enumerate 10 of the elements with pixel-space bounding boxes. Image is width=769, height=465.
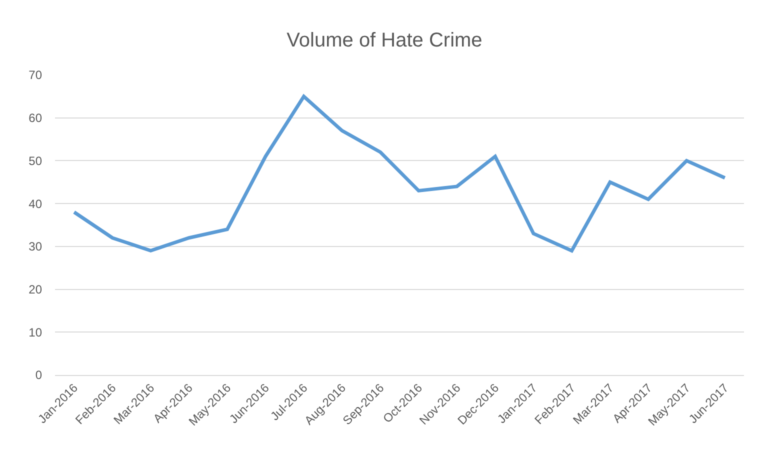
chart-title: Volume of Hate Crime [286,30,482,52]
y-tick-label: 50 [28,154,42,168]
y-tick-label: 20 [28,282,42,296]
y-tick-label: 30 [28,240,42,254]
line-series [72,94,727,252]
y-tick-label: 70 [28,68,42,82]
y-tick-label: 10 [28,325,42,340]
y-tick-label: 60 [28,111,42,126]
y-tick-label: 40 [28,196,42,211]
y-tick-label: 0 [35,368,42,382]
